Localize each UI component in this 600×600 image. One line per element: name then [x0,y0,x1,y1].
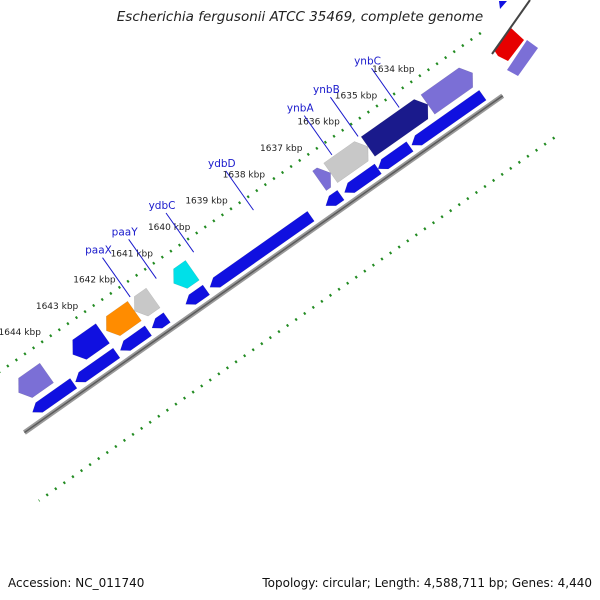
gene-label-leader [330,96,359,137]
gene-feature [106,300,142,337]
gene-label-leader [225,170,254,211]
genome-title: Escherichia fergusonii ATCC 35469, compl… [116,9,484,25]
ruler-tick-label: 1634 kbp [372,65,415,75]
gene-feature [32,378,78,413]
gene-label-leader [128,239,157,279]
ruler-tick-label: 1635 kbp [335,91,378,101]
backbone-line-core [23,95,504,434]
gene-label: paaX [85,245,112,257]
gene-label: paaY [112,226,139,238]
accession-text: Accession: NC_011740 [8,576,145,590]
gene-feature [209,210,315,288]
gene-label: ydbD [208,158,236,170]
ruler-tick-label: 1640 kbp [148,223,191,233]
gene-feature [173,260,200,289]
ruler-tick-label: 1641 kbp [111,249,154,259]
tick-marks-outer [38,136,556,502]
ruler-tick-label: 1637 kbp [260,144,303,154]
gene-label-leader [102,257,131,298]
genome-backbone [22,93,505,435]
gene-label: ynbA [287,103,315,115]
gene-feature [134,287,161,317]
gene-feature [75,347,121,383]
gene-feature [377,141,414,170]
ruler-tick-label: 1636 kbp [297,118,340,128]
gene-label: ydbC [149,200,176,212]
gene-feature [507,40,538,76]
tick-marks-inner [0,31,482,374]
outer-tick-line [38,136,556,502]
gene-features [18,67,487,413]
gene-feature [185,284,211,305]
gene-feature [119,325,153,351]
gene-label-leader [165,212,195,253]
gene-feature [312,167,332,191]
ruler-tick-label: 1644 kbp [0,328,41,338]
ruler-tick-label: 1638 kbp [223,170,266,180]
gene-feature [411,89,487,146]
gene-feature [499,1,507,9]
ruler-tick-label: 1642 kbp [73,276,116,286]
gene-feature [360,99,429,157]
ruler: 1634 kbp 1635 kbp 1636 kbp 1637 kbp 1638 kbp… [0,65,415,338]
gene-label: ynbC [354,55,381,67]
other-features [491,0,538,76]
gene-label-leader [371,67,400,108]
ruler-tick-line [0,31,482,374]
ruler-tick-label: 1643 kbp [36,302,79,312]
gene-feature [325,189,345,207]
gene-feature [494,28,524,61]
gene-label: ynbB [313,84,340,96]
backbone-line [491,0,531,55]
gene-feature [18,362,54,398]
gene-feature [344,163,382,193]
ruler-tick-label: 1639 kbp [185,197,228,207]
topology-text: Topology: circular; Length: 4,588,711 bp… [262,576,592,590]
gene-feature [72,323,110,360]
gene-label-leader [303,115,333,156]
gene-feature [151,312,171,329]
